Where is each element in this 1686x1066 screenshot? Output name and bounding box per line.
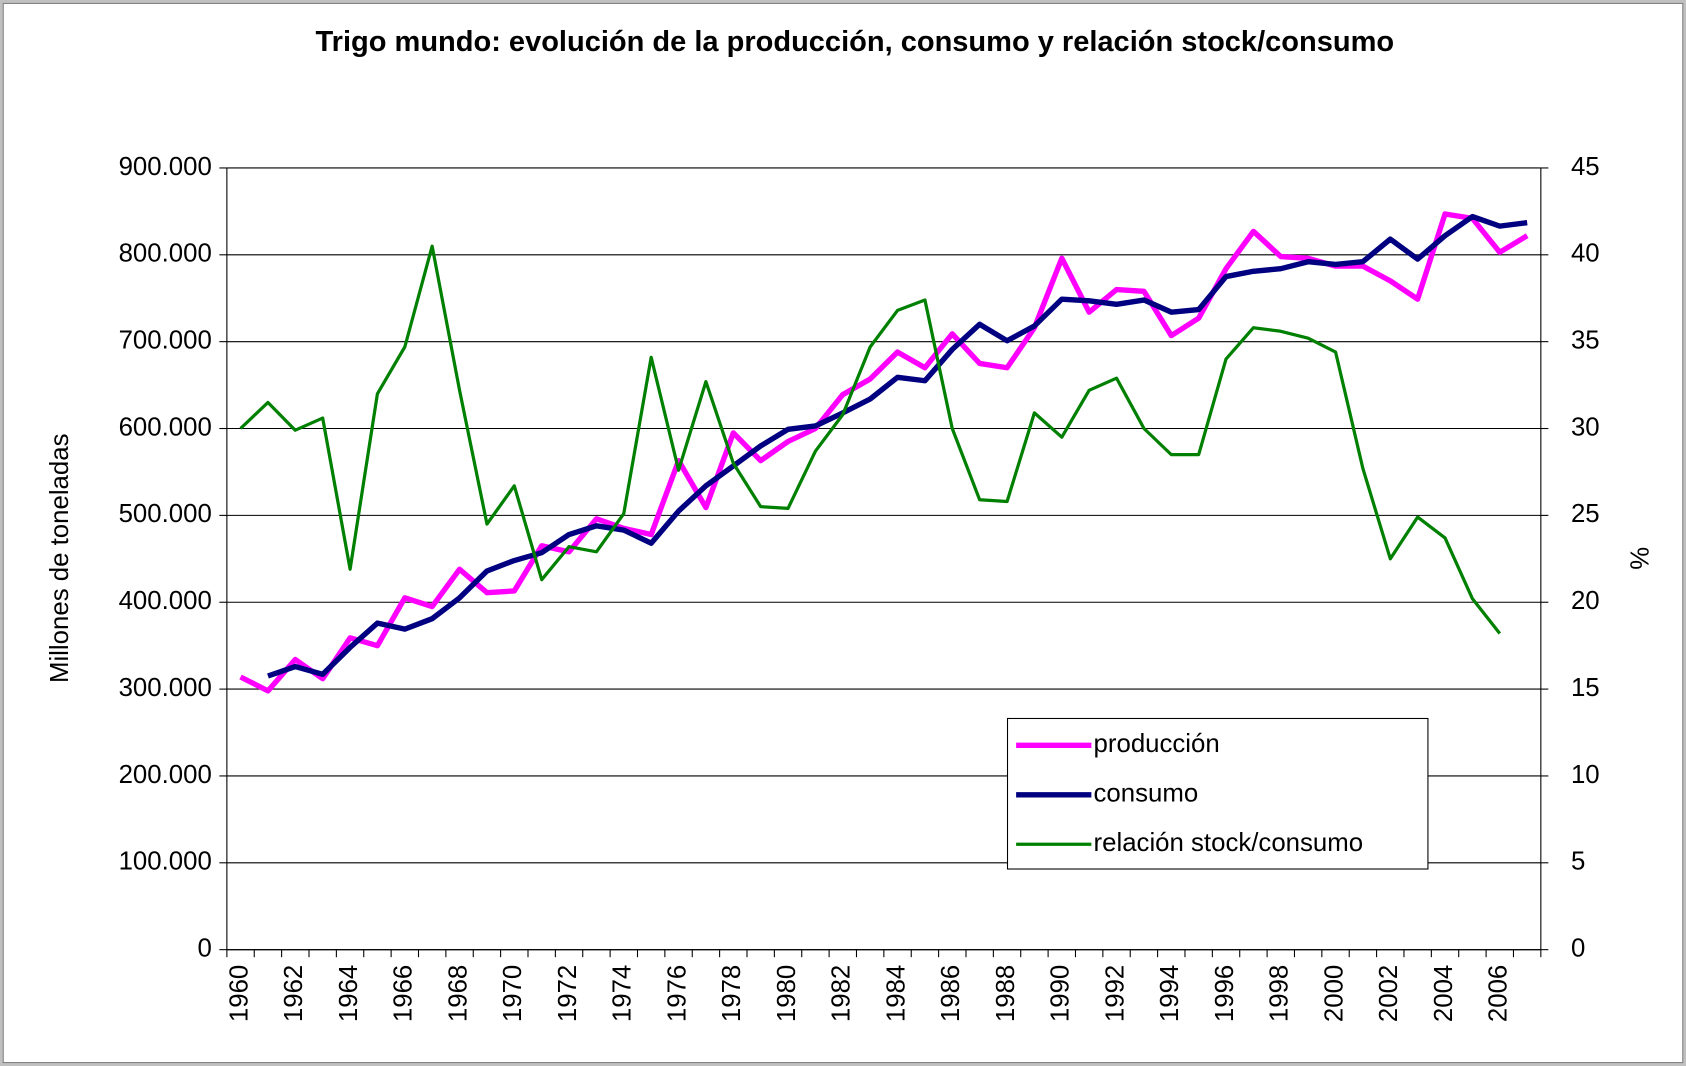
legend-label: producción (1094, 730, 1220, 758)
y2-tick-label: 10 (1571, 761, 1600, 789)
y2-tick-label: 20 (1571, 587, 1600, 615)
x-tick-label: 2004 (1430, 965, 1458, 1022)
y-axis-label: Millones de toneladas (46, 434, 74, 684)
x-tick-label: 1972 (554, 965, 582, 1022)
x-tick-label: 1974 (609, 965, 637, 1022)
x-tick-label: 1996 (1211, 965, 1239, 1022)
x-tick-label: 2006 (1485, 965, 1513, 1022)
y-tick-label: 0 (197, 934, 211, 962)
legend-label: consumo (1094, 780, 1199, 808)
y-tick-label: 600.000 (119, 413, 212, 441)
y2-tick-label: 40 (1571, 240, 1600, 268)
series-line (239, 244, 1502, 635)
x-tick-label: 1978 (718, 965, 746, 1022)
legend-label: relación stock/consumo (1094, 829, 1364, 857)
x-tick-label: 1960 (225, 965, 253, 1022)
y2-tick-label: 15 (1571, 674, 1600, 702)
y-tick-label: 900.000 (119, 153, 212, 181)
y2-tick-label: 5 (1571, 848, 1585, 876)
y-tick-label: 300.000 (119, 674, 212, 702)
y-tick-label: 700.000 (119, 326, 212, 354)
x-tick-label: 1968 (444, 965, 472, 1022)
x-tick-label: 1986 (937, 965, 965, 1022)
y2-tick-label: 0 (1571, 934, 1585, 962)
x-tick-label: 1980 (773, 965, 801, 1022)
x-tick-label: 1962 (280, 965, 308, 1022)
x-tick-label: 2000 (1320, 965, 1348, 1022)
y-tick-label: 200.000 (119, 761, 212, 789)
y2-tick-label: 25 (1571, 500, 1600, 528)
y2-tick-label: 35 (1571, 326, 1600, 354)
x-tick-label: 1992 (1101, 965, 1129, 1022)
y2-tick-label: 30 (1571, 413, 1600, 441)
chart-title: Trigo mundo: evolución de la producción,… (316, 26, 1395, 58)
x-tick-label: 1964 (335, 965, 363, 1022)
x-tick-label: 1966 (390, 965, 418, 1022)
x-tick-label: 1984 (882, 965, 910, 1022)
x-tick-label: 1988 (992, 965, 1020, 1022)
y-tick-label: 400.000 (119, 587, 212, 615)
x-tick-label: 1970 (499, 965, 527, 1022)
series-line (267, 213, 1528, 679)
y-tick-label: 800.000 (119, 240, 212, 268)
x-tick-label: 1998 (1266, 965, 1294, 1022)
y-tick-label: 500.000 (119, 500, 212, 528)
x-tick-label: 1982 (828, 965, 856, 1022)
x-tick-label: 1990 (1047, 965, 1075, 1022)
y-tick-label: 100.000 (119, 848, 212, 876)
x-tick-label: 1976 (663, 965, 691, 1022)
x-tick-label: 1994 (1156, 965, 1184, 1022)
y2-axis-label: % (1627, 547, 1655, 570)
x-tick-label: 2002 (1375, 965, 1403, 1022)
y2-tick-label: 45 (1571, 153, 1600, 181)
